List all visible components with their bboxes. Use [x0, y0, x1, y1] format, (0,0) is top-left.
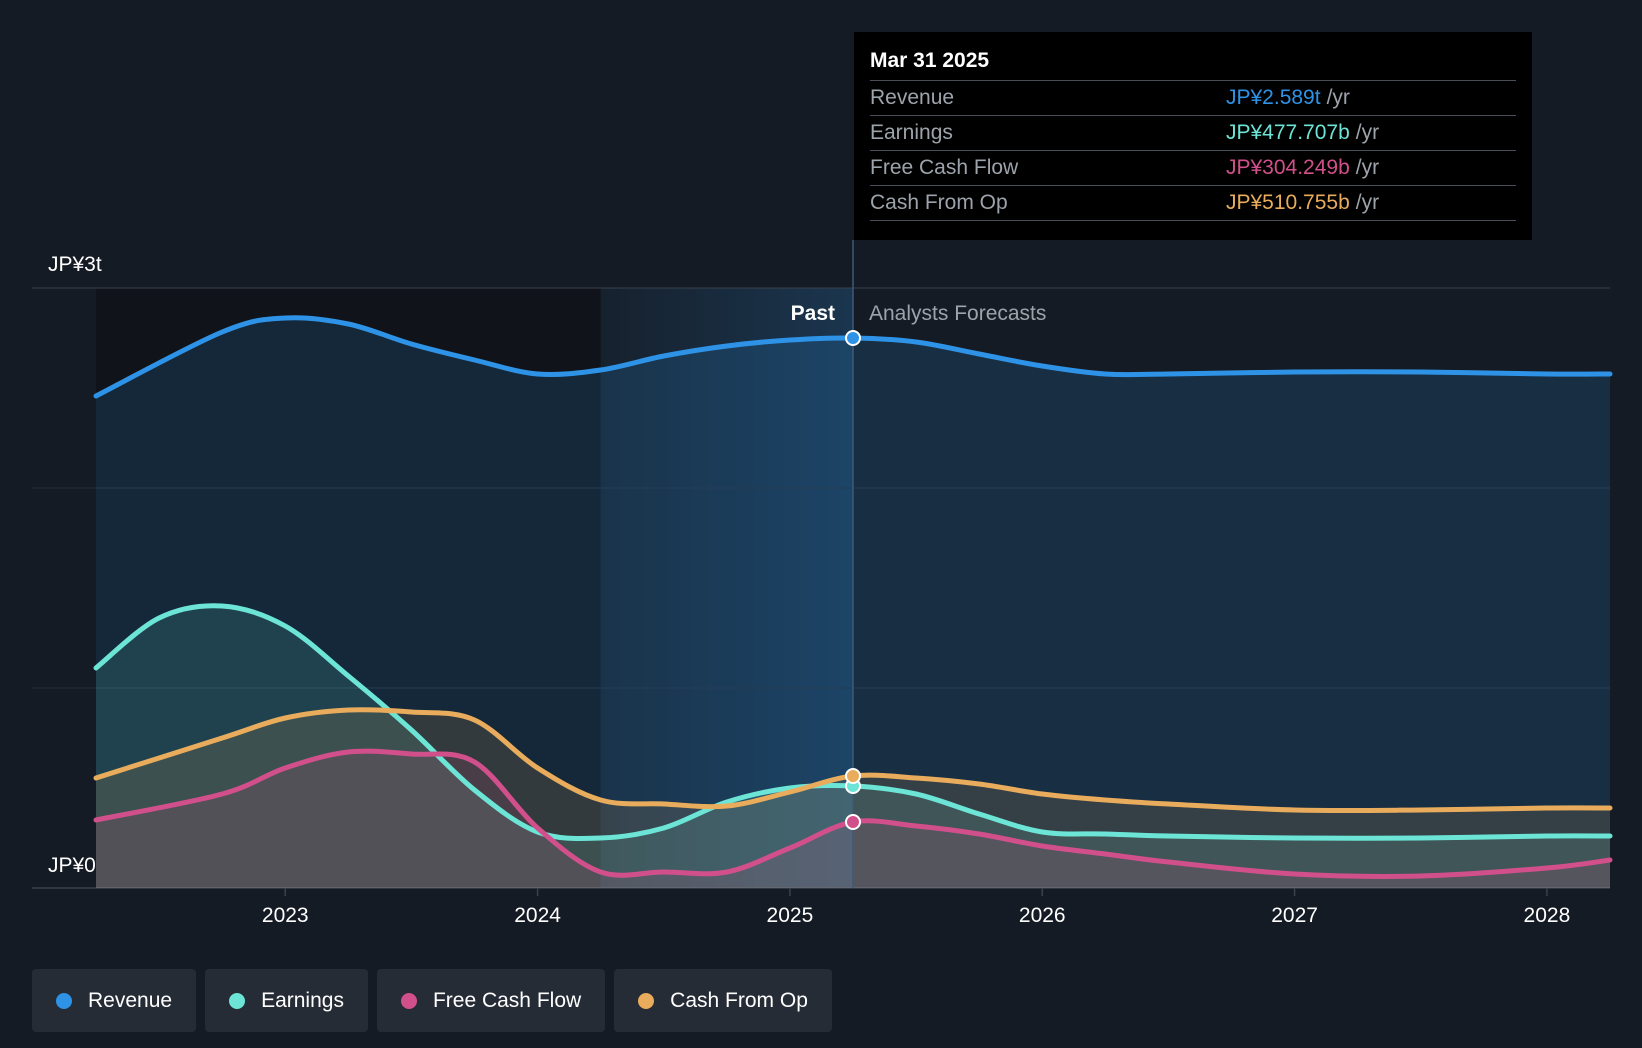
- y-tick-label-top: JP¥3t: [48, 253, 102, 276]
- series-lines: [93, 315, 1613, 879]
- legend-label: Revenue: [88, 988, 173, 1012]
- line-cash-from-op: [93, 707, 1613, 814]
- tooltip-row-cash-from-op: Cash From Op JP¥510.755b /yr: [870, 186, 1516, 221]
- legend-label: Free Cash Flow: [432, 988, 582, 1012]
- tooltip-row-unit: /yr: [1355, 156, 1380, 179]
- tooltip-date: Mar 31 2025: [870, 46, 1516, 81]
- highlight-point-revenue[interactable]: [845, 330, 861, 346]
- forecast-label: Analysts Forecasts: [869, 302, 1046, 325]
- legend-dot-icon: [229, 992, 246, 1009]
- area-earnings: [96, 605, 1610, 888]
- tooltip-row-name: Free Cash Flow: [870, 156, 1019, 179]
- legend-dot-icon: [400, 992, 417, 1009]
- highlight-point-cash-from-op[interactable]: [845, 768, 861, 784]
- legend: Revenue Earnings Free Cash Flow Cash Fro…: [32, 969, 832, 1032]
- past-dark-band: [96, 288, 601, 888]
- legend-label: Cash From Op: [670, 988, 808, 1012]
- tooltip-row-value: JP¥2.589t: [1226, 86, 1321, 109]
- highlight-points[interactable]: [845, 330, 861, 830]
- tooltip-row-value: JP¥304.249b: [1226, 156, 1350, 179]
- legend-item-revenue[interactable]: Revenue: [32, 969, 197, 1032]
- tooltip-row-earnings: Earnings JP¥477.707b /yr: [870, 116, 1516, 151]
- legend-label: Earnings: [261, 988, 344, 1012]
- legend-item-free-cash-flow[interactable]: Free Cash Flow: [376, 969, 606, 1032]
- gridlines: [32, 287, 1610, 889]
- tooltip-row-name: Earnings: [870, 121, 953, 144]
- tooltip-row-unit: /yr: [1355, 121, 1380, 144]
- x-axis-ticks: 2023 2024 2025 2026 2027 2028: [262, 888, 1570, 927]
- legend-dot-icon: [56, 992, 72, 1009]
- x-tick-label: 2023: [262, 904, 309, 927]
- y-tick-label-zero: JP¥0: [48, 854, 96, 877]
- x-tick-label: 2028: [1524, 904, 1571, 927]
- legend-item-earnings[interactable]: Earnings: [205, 969, 368, 1032]
- legend-dot-icon: [638, 992, 655, 1009]
- tooltip-row-unit: /yr: [1355, 191, 1380, 214]
- tooltip: Mar 31 2025 Revenue JP¥2.589t /yr Earnin…: [854, 32, 1532, 240]
- x-tick-label: 2024: [514, 904, 561, 927]
- tooltip-row-name: Cash From Op: [870, 191, 1008, 214]
- x-tick-label: 2025: [767, 904, 814, 927]
- tooltip-row-value: JP¥510.755b: [1226, 191, 1350, 214]
- tooltip-row-unit: /yr: [1326, 86, 1350, 109]
- x-tick-label: 2027: [1271, 904, 1318, 927]
- tooltip-row-name: Revenue: [870, 86, 955, 109]
- legend-item-cash-from-op[interactable]: Cash From Op: [614, 969, 832, 1032]
- tooltip-row-revenue: Revenue JP¥2.589t /yr: [870, 81, 1516, 116]
- x-tick-label: 2026: [1019, 904, 1066, 927]
- highlight-point-free-cash-flow[interactable]: [845, 814, 861, 830]
- past-label: Past: [791, 302, 835, 325]
- area-free-cash-flow: [96, 751, 1610, 888]
- tooltip-row-value: JP¥477.707b: [1226, 121, 1350, 144]
- line-earnings: [93, 603, 1613, 842]
- tooltip-row-free-cash-flow: Free Cash Flow JP¥304.249b /yr: [870, 151, 1516, 186]
- line-revenue: [93, 315, 1613, 399]
- line-free-cash-flow: [93, 748, 1613, 879]
